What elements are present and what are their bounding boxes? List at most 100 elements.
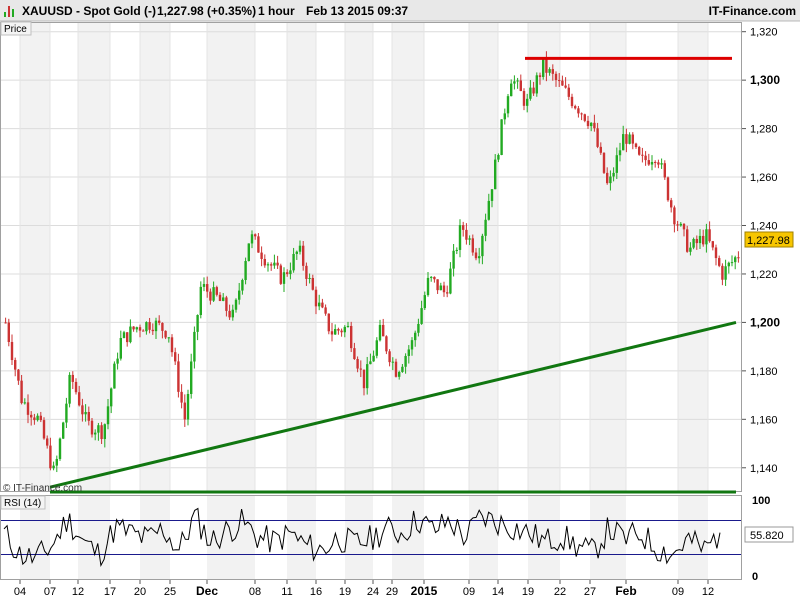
x-tick-label: 11 — [281, 586, 292, 598]
day-stripe — [392, 22, 424, 492]
candle-body — [218, 294, 222, 301]
candle-body — [644, 155, 647, 161]
candle-body — [308, 277, 311, 279]
candle-body — [353, 348, 356, 360]
day-stripe — [528, 22, 560, 492]
x-tick-label: 17 — [104, 586, 116, 598]
candle-body — [183, 402, 186, 420]
day-stripe — [345, 22, 373, 492]
candle-body — [298, 245, 302, 252]
candle-body — [532, 87, 535, 94]
candle-body — [574, 106, 577, 109]
candle-body — [350, 325, 353, 349]
candle-body — [225, 297, 228, 311]
trendlines — [49, 56, 737, 494]
candle-body — [538, 75, 542, 77]
candle-body — [420, 308, 423, 324]
candlestick-series — [4, 51, 740, 473]
rsi-label-box — [0, 495, 46, 510]
candle-body — [407, 349, 410, 356]
watermark: © IT-Finance.com — [3, 483, 82, 494]
x-tick-label: 19 — [522, 586, 534, 598]
candle-body — [519, 80, 522, 92]
candle-body — [734, 257, 737, 263]
candle-body — [257, 236, 260, 253]
candle-body — [705, 229, 708, 245]
candle-body — [670, 200, 673, 208]
candle-body — [244, 261, 247, 281]
candle-body — [126, 332, 129, 343]
candle-body — [33, 417, 36, 421]
candle-body — [260, 252, 263, 259]
candle-body — [340, 330, 343, 333]
price-label-box — [0, 21, 32, 36]
day-stripe — [469, 495, 498, 580]
candle-body — [545, 58, 548, 73]
candle-body — [302, 245, 305, 266]
x-tick-label: Dec — [196, 584, 218, 598]
candle-body — [660, 163, 663, 165]
candle-body — [631, 134, 634, 144]
candle-body — [654, 162, 657, 164]
candle-body — [289, 270, 292, 275]
candle-body — [513, 81, 516, 84]
candle-body — [97, 425, 100, 433]
candle-body — [606, 172, 609, 184]
candle-body — [129, 326, 132, 343]
candle-body — [590, 122, 593, 127]
y-tick-label: 1,140 — [750, 463, 778, 475]
x-tick-label: 19 — [339, 586, 351, 598]
candle-body — [551, 69, 554, 74]
x-tick-label: 24 — [367, 586, 379, 598]
candle-body — [103, 424, 106, 440]
candle-body — [506, 96, 510, 114]
candle-body — [455, 249, 458, 251]
candle-body — [481, 235, 484, 257]
candle-body — [596, 128, 599, 147]
candle-body — [586, 120, 590, 127]
candle-body — [567, 87, 570, 97]
x-tick-label: 12 — [72, 586, 84, 598]
candle-body — [727, 262, 730, 267]
candle-body — [558, 80, 561, 82]
candle-body — [458, 225, 462, 250]
candle-body — [119, 337, 122, 359]
candle-body — [14, 360, 17, 370]
candle-body — [234, 299, 238, 310]
candle-body — [87, 411, 90, 421]
candle-body — [42, 420, 46, 439]
candle-body — [698, 235, 702, 244]
candle-body — [113, 363, 116, 389]
day-stripes — [20, 22, 708, 580]
candle-body — [561, 80, 564, 86]
candle-body — [378, 324, 382, 341]
x-tick-label: 14 — [492, 586, 504, 598]
candle-body — [426, 277, 430, 296]
candle-body — [190, 361, 193, 394]
candle-body — [270, 264, 273, 266]
candle-body — [465, 229, 468, 240]
candle-body — [202, 284, 206, 287]
candle-body — [279, 265, 282, 284]
candle-body — [554, 73, 558, 81]
candle-body — [292, 253, 295, 271]
candle-body — [529, 87, 532, 99]
candle-body — [186, 393, 190, 420]
y-tick-label: 1,260 — [750, 172, 778, 184]
day-stripe — [140, 495, 170, 580]
y-tick-label: 1,200 — [750, 315, 780, 329]
candle-body — [254, 234, 257, 237]
candle-body — [356, 359, 359, 369]
candle-body — [222, 297, 225, 301]
candle-body — [542, 58, 545, 77]
candle-body — [90, 420, 94, 435]
candle-body — [487, 200, 490, 220]
x-tick-label: 20 — [134, 586, 146, 598]
candle-body — [439, 285, 442, 291]
current-price-badge — [744, 231, 794, 248]
candle-body — [737, 257, 740, 259]
candle-body — [702, 235, 705, 245]
candle-body — [52, 465, 55, 469]
candle-body — [263, 258, 266, 266]
candle-body — [247, 243, 250, 262]
